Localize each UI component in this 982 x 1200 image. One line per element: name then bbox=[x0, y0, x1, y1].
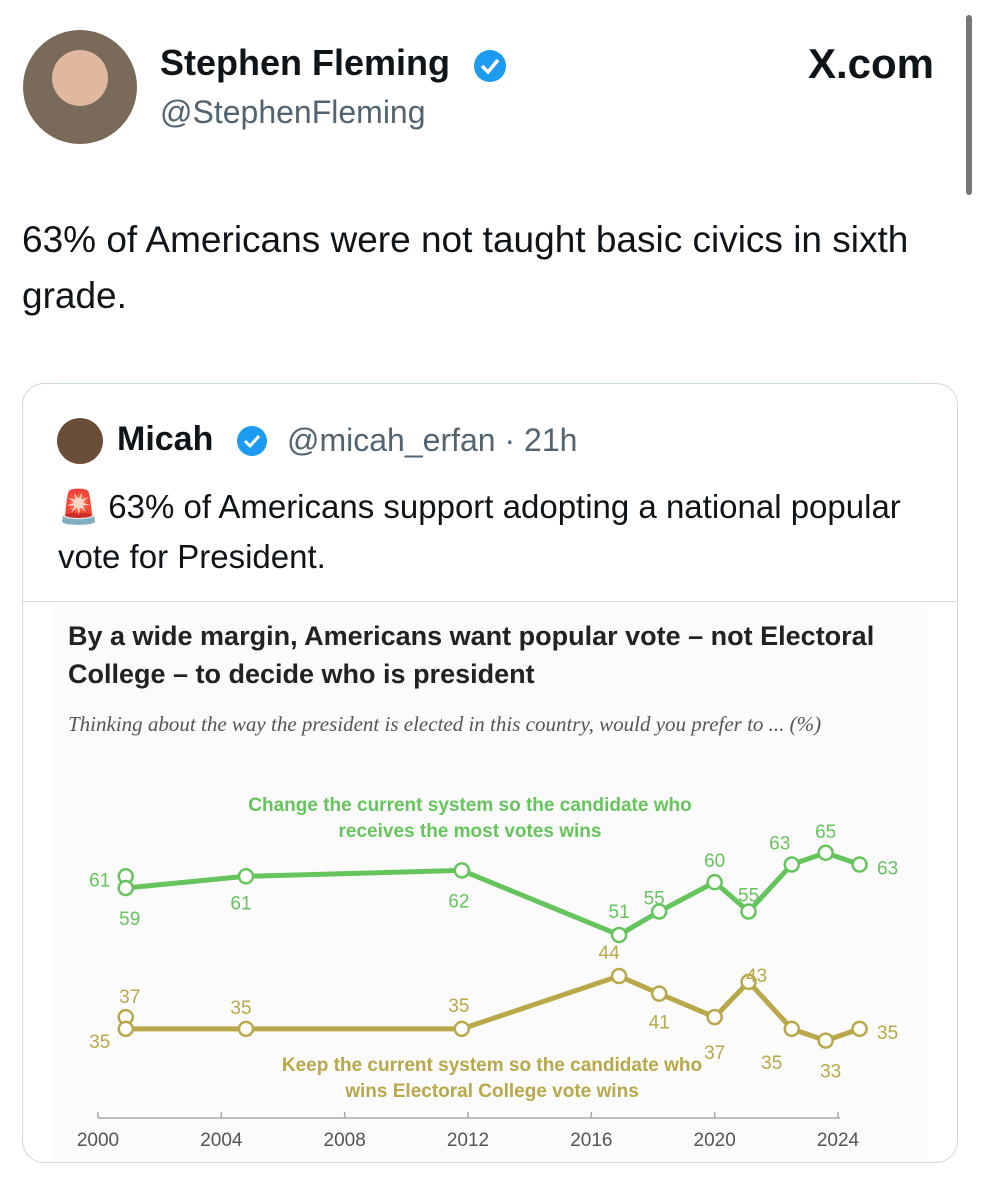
data-point bbox=[650, 985, 668, 1002]
value-label: 35 bbox=[877, 1023, 898, 1044]
value-label: 59 bbox=[119, 909, 140, 930]
value-label: 62 bbox=[448, 891, 469, 912]
x-tick-label: 2024 bbox=[817, 1130, 860, 1151]
avatar-face bbox=[52, 50, 108, 106]
data-point bbox=[851, 1020, 868, 1038]
value-label: 55 bbox=[738, 886, 759, 907]
data-point bbox=[817, 844, 834, 862]
data-point bbox=[740, 973, 757, 991]
site-label: X.com bbox=[807, 40, 934, 87]
data-point bbox=[610, 967, 628, 985]
badge-check bbox=[243, 434, 261, 449]
author-handle[interactable]: @StephenFleming bbox=[160, 94, 426, 130]
value-label: 41 bbox=[649, 1013, 670, 1034]
value-label: 63 bbox=[877, 859, 898, 880]
x-tick-label: 2008 bbox=[324, 1130, 366, 1151]
quote-avatar[interactable] bbox=[57, 418, 103, 464]
data-point bbox=[706, 873, 723, 891]
x-tick-label: 2020 bbox=[694, 1130, 736, 1151]
x-tick-label: 2004 bbox=[200, 1130, 243, 1151]
verified-badge bbox=[474, 50, 506, 82]
value-label: 43 bbox=[746, 966, 767, 987]
badge-check bbox=[480, 58, 500, 75]
data-point bbox=[117, 879, 134, 897]
data-point bbox=[237, 1020, 255, 1038]
value-label: 63 bbox=[769, 834, 790, 855]
data-point bbox=[453, 1020, 471, 1038]
series-label: Keep the current system so the candidate… bbox=[281, 1055, 703, 1102]
author-name[interactable]: Stephen Fleming bbox=[160, 42, 451, 83]
data-point bbox=[610, 926, 628, 944]
chart-subtitle: Thinking about the way the president is … bbox=[68, 712, 822, 736]
quote-name[interactable]: Micah bbox=[117, 420, 214, 458]
quote-handle[interactable]: @micah_erfan · 21h bbox=[287, 422, 577, 459]
data-point bbox=[237, 868, 255, 885]
value-label: 61 bbox=[89, 870, 110, 891]
value-label: 61 bbox=[230, 893, 251, 914]
value-label: 35 bbox=[230, 998, 251, 1019]
x-tick-label: 2016 bbox=[570, 1130, 612, 1151]
data-point bbox=[453, 862, 471, 879]
handle: @micah_erfan bbox=[287, 422, 496, 458]
divider bbox=[23, 601, 957, 602]
value-label: 51 bbox=[609, 902, 630, 923]
value-label: 35 bbox=[89, 1032, 110, 1053]
value-label: 33 bbox=[820, 1062, 841, 1083]
data-point bbox=[740, 903, 757, 920]
value-label: 65 bbox=[815, 822, 836, 843]
value-label: 37 bbox=[704, 1043, 725, 1064]
data-point bbox=[783, 1020, 800, 1038]
quote-text: 🚨 63% of Americans support adopting a na… bbox=[58, 488, 901, 575]
chart-title: By a wide margin, Americans want popular… bbox=[68, 621, 875, 689]
data-point bbox=[817, 1032, 834, 1049]
data-point bbox=[851, 856, 868, 873]
verified-badge bbox=[237, 426, 267, 456]
value-label: 35 bbox=[448, 996, 469, 1017]
data-point bbox=[650, 903, 668, 920]
data-point bbox=[117, 1020, 134, 1038]
scrollbar bbox=[966, 15, 972, 195]
value-label: 44 bbox=[599, 943, 621, 964]
data-point bbox=[783, 856, 800, 873]
data-point bbox=[706, 1008, 723, 1026]
tweet-text: 63% of Americans were not taught basic c… bbox=[22, 219, 909, 316]
value-label: 35 bbox=[761, 1053, 782, 1074]
x-tick-label: 2000 bbox=[77, 1130, 119, 1151]
value-label: 55 bbox=[644, 889, 665, 910]
x-tick-label: 2012 bbox=[447, 1130, 489, 1151]
time: · 21h bbox=[504, 422, 578, 458]
series-label: Change the current system so the candida… bbox=[248, 795, 692, 842]
value-label: 60 bbox=[704, 851, 725, 872]
value-label: 37 bbox=[119, 987, 140, 1008]
